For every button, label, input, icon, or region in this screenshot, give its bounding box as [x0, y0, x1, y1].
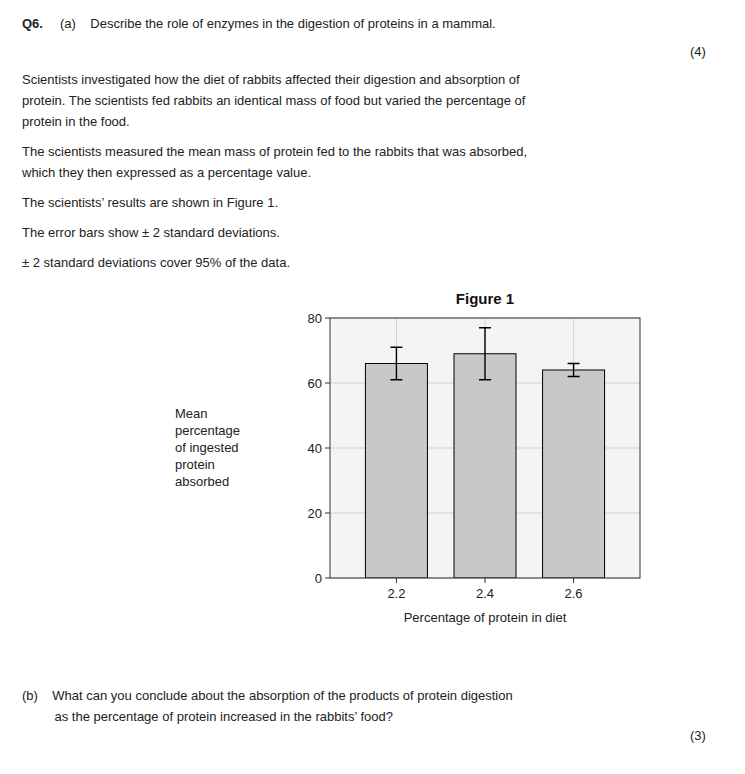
tick-label-y: 0	[315, 571, 322, 586]
tick-y	[325, 383, 330, 384]
plot-background	[330, 318, 640, 578]
tick-x	[485, 578, 486, 583]
annotation: as the percentage of protein increased i…	[22, 709, 393, 724]
tick-label-y: 60	[308, 376, 322, 391]
tick-y	[325, 578, 330, 579]
tick-label-y: 80	[308, 311, 322, 326]
grid	[330, 318, 640, 578]
annotation: The error bars show ± 2 standard deviati…	[22, 225, 280, 240]
annotation: (b) What can you conclude about the abso…	[22, 688, 513, 703]
error-bar	[390, 347, 402, 380]
chart-root: Q6. (a) Describe the role of enzymes in t…	[0, 0, 745, 774]
annotation: protein. The scientists fed rabbits an i…	[22, 93, 526, 108]
marks	[365, 328, 604, 578]
tick-label-x: 2.4	[476, 586, 494, 601]
chart-title: Figure 1	[456, 290, 514, 307]
tick-y	[325, 513, 330, 514]
annotation: The scientists measured the mean mass of…	[22, 144, 527, 159]
tick-y	[325, 318, 330, 319]
annotation: Scientists investigated how the diet of …	[22, 72, 520, 87]
error-bar	[479, 328, 491, 380]
plot-frame	[330, 318, 640, 578]
annotation: which they then expressed as a percentag…	[21, 165, 311, 180]
annotation: protein in the food.	[22, 114, 130, 129]
tick-label-y: 40	[308, 441, 322, 456]
y-axis-label: Meanpercentageof ingestedproteinabsorbed	[175, 406, 240, 489]
error-bar	[568, 364, 580, 377]
tick-label-x: 2.2	[387, 586, 405, 601]
annotation: Q6.	[22, 16, 43, 31]
annotation: The scientists’ results are shown in Fig…	[22, 195, 278, 210]
annotation: (a) Describe the role of enzymes in the …	[60, 16, 496, 31]
tick-label-y: 20	[308, 506, 322, 521]
tick-x	[396, 578, 397, 583]
bar	[543, 370, 605, 578]
annotation: (4)	[690, 44, 706, 59]
tick-y	[325, 448, 330, 449]
bar	[454, 354, 516, 578]
tick-label-x: 2.6	[565, 586, 583, 601]
bar	[365, 364, 427, 579]
x-axis-label: Percentage of protein in diet	[404, 610, 567, 625]
annotation: (3)	[690, 728, 706, 743]
annotation: ± 2 standard deviations cover 95% of the…	[22, 255, 290, 270]
tick-x	[573, 578, 574, 583]
